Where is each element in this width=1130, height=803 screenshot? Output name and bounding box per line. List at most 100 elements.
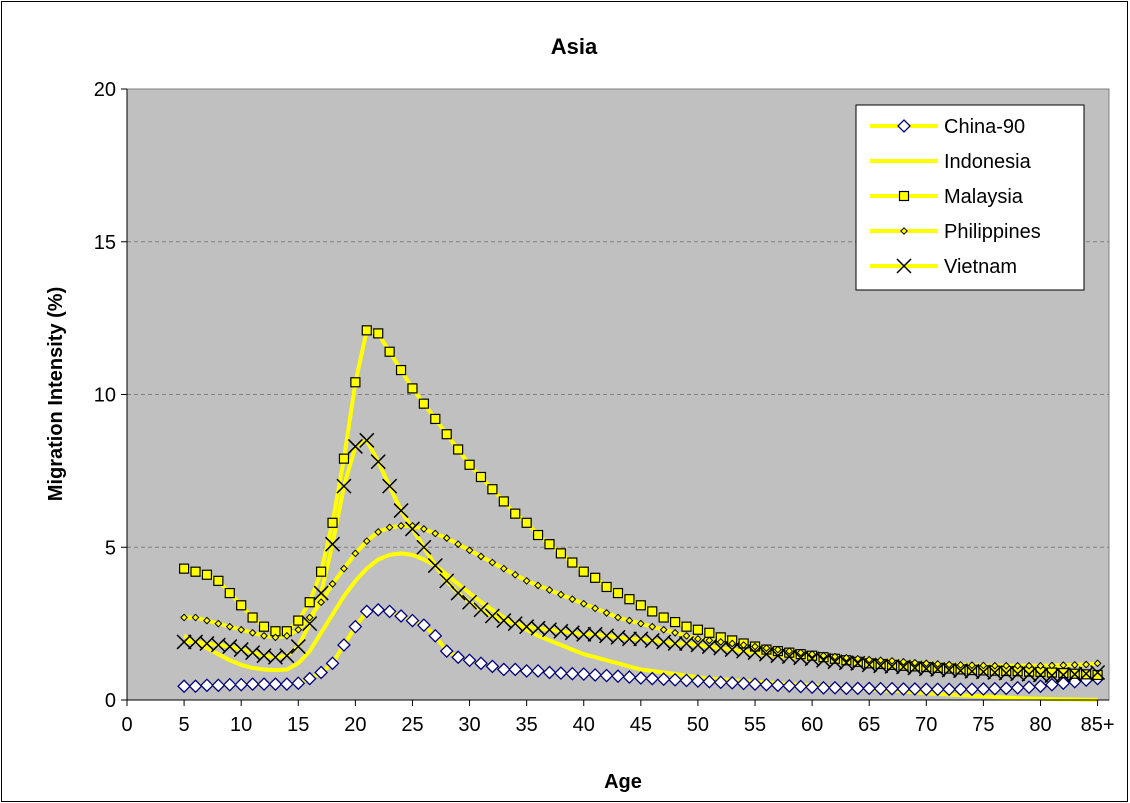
data-point bbox=[340, 564, 348, 573]
data-point bbox=[236, 600, 247, 611]
x-tick-label: 75 bbox=[972, 714, 994, 736]
data-point bbox=[645, 671, 660, 686]
data-point bbox=[885, 681, 899, 696]
chart-title: Asia bbox=[551, 34, 598, 59]
data-point bbox=[222, 677, 237, 692]
data-point bbox=[930, 661, 946, 677]
data-point bbox=[728, 639, 737, 648]
data-point bbox=[1013, 661, 1022, 670]
data-point bbox=[271, 633, 280, 642]
data-point bbox=[393, 503, 409, 519]
data-point bbox=[316, 566, 327, 577]
data-point bbox=[1067, 666, 1083, 682]
data-point bbox=[691, 674, 705, 688]
data-point bbox=[648, 622, 657, 631]
data-point bbox=[521, 517, 532, 528]
data-point bbox=[439, 644, 454, 659]
data-point bbox=[245, 677, 260, 692]
data-point bbox=[816, 680, 831, 695]
data-point bbox=[1025, 661, 1033, 670]
data-point bbox=[201, 569, 213, 580]
data-point bbox=[861, 657, 877, 673]
data-point bbox=[1047, 661, 1056, 670]
data-point bbox=[576, 667, 591, 681]
data-point bbox=[325, 536, 341, 552]
data-point bbox=[371, 602, 386, 617]
data-point bbox=[407, 383, 418, 394]
data-point bbox=[234, 677, 249, 692]
data-point bbox=[385, 523, 394, 532]
x-tick-label: 35 bbox=[516, 714, 538, 736]
legend-label-china-90: China-90 bbox=[944, 116, 1025, 138]
data-point bbox=[247, 612, 258, 623]
data-point bbox=[865, 655, 874, 664]
data-point bbox=[496, 613, 512, 629]
data-point bbox=[441, 429, 452, 440]
x-tick-label: 30 bbox=[458, 714, 480, 736]
data-point bbox=[793, 650, 809, 666]
data-point bbox=[416, 618, 431, 633]
data-point bbox=[681, 621, 692, 632]
data-point bbox=[430, 413, 441, 425]
legend-label-vietnam: Vietnam bbox=[944, 256, 1017, 278]
data-point bbox=[556, 590, 565, 599]
data-point bbox=[862, 681, 877, 696]
data-point bbox=[359, 604, 374, 619]
data-point bbox=[555, 548, 567, 559]
data-point bbox=[214, 619, 223, 628]
data-point bbox=[510, 508, 521, 519]
data-point bbox=[211, 678, 226, 693]
data-point bbox=[382, 604, 397, 619]
data-point bbox=[325, 656, 340, 671]
data-point bbox=[237, 625, 246, 634]
x-tick-label: 25 bbox=[401, 714, 423, 736]
data-point bbox=[999, 681, 1014, 696]
data-point bbox=[873, 658, 889, 674]
data-point bbox=[359, 432, 375, 448]
data-point bbox=[896, 682, 911, 696]
data-point bbox=[522, 576, 531, 585]
data-point bbox=[568, 595, 577, 604]
data-point bbox=[842, 653, 851, 662]
data-point bbox=[347, 438, 363, 454]
data-point bbox=[290, 639, 306, 655]
data-point bbox=[1002, 661, 1011, 670]
data-point bbox=[602, 609, 611, 617]
data-point bbox=[953, 682, 968, 697]
data-point bbox=[647, 606, 658, 617]
y-tick-label: 15 bbox=[94, 232, 116, 254]
data-point bbox=[418, 398, 429, 409]
data-point bbox=[304, 597, 315, 608]
data-point bbox=[624, 594, 635, 605]
legend: China-90 Indonesia Malaysia Philippines Viet… bbox=[855, 104, 1085, 291]
data-point bbox=[671, 628, 680, 637]
data-point bbox=[979, 661, 988, 670]
data-point bbox=[427, 558, 443, 574]
data-point bbox=[968, 661, 976, 670]
data-point bbox=[248, 628, 257, 637]
data-point bbox=[702, 674, 717, 689]
data-point bbox=[1033, 679, 1048, 694]
data-point bbox=[705, 636, 714, 645]
data-point bbox=[361, 325, 372, 336]
data-point bbox=[621, 631, 637, 647]
data-point bbox=[1021, 666, 1037, 682]
data-point bbox=[499, 564, 508, 573]
data-point bbox=[793, 679, 808, 694]
x-tick-label: 70 bbox=[915, 714, 937, 736]
data-point bbox=[338, 453, 350, 464]
data-point bbox=[462, 653, 477, 668]
data-point bbox=[1044, 677, 1059, 692]
data-point bbox=[930, 682, 945, 697]
data-point bbox=[987, 664, 1003, 681]
data-point bbox=[178, 563, 190, 574]
data-point bbox=[488, 558, 497, 567]
data-point bbox=[394, 609, 408, 623]
data-point bbox=[704, 627, 715, 638]
data-point bbox=[419, 525, 428, 533]
data-point bbox=[1059, 661, 1068, 670]
data-point bbox=[176, 634, 192, 650]
data-point bbox=[268, 677, 283, 692]
data-point bbox=[576, 626, 592, 642]
data-point bbox=[716, 638, 725, 646]
